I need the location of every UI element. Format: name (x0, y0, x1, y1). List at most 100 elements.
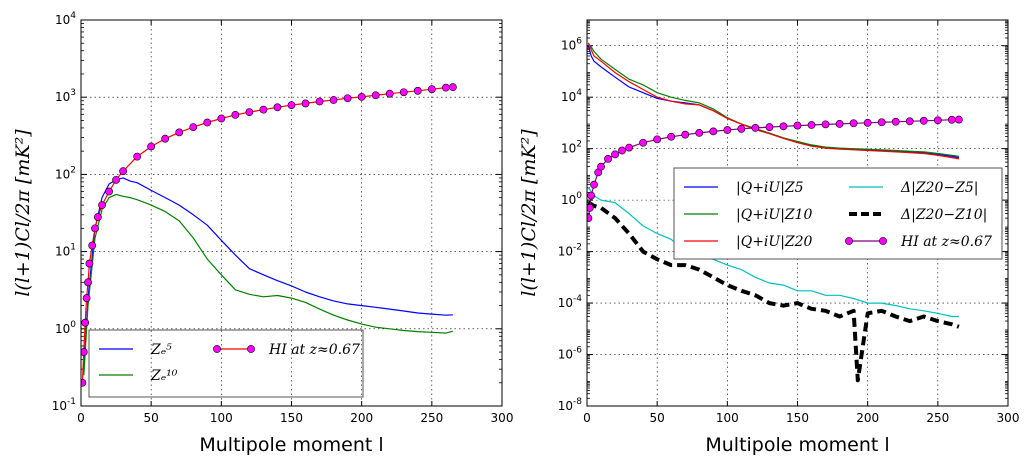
data-point (84, 278, 92, 287)
x-tick-label: 250 (420, 411, 443, 425)
left-panel: 0 50 100 150 200 250 300 10-1 100 101 102 103 104 Mul… (12, 11, 513, 456)
series-line-1 (587, 43, 959, 157)
axes-frame (586, 19, 1009, 407)
data-point (88, 241, 97, 250)
data-point (427, 85, 436, 94)
x-tick-label: 150 (280, 411, 303, 425)
x-tick-label: 150 (786, 411, 809, 425)
axes-frame (80, 19, 503, 407)
data-point (695, 128, 704, 137)
x-tick-label: 100 (210, 411, 233, 425)
legend-box (673, 167, 1003, 260)
legend-label: |Q+iU|Z20 (736, 234, 813, 250)
data-point (343, 94, 352, 103)
data-point (147, 142, 156, 151)
y-tick-label: 10-4 (558, 294, 583, 310)
data-point (709, 127, 718, 136)
data-point (639, 138, 648, 147)
series-line-3 (587, 187, 959, 318)
legend-label: HI at z≈0.67 (268, 342, 360, 358)
data-point (597, 162, 605, 171)
data-point (891, 117, 900, 126)
data-point (905, 117, 914, 126)
series-line-2 (81, 86, 453, 383)
data-point (231, 110, 240, 119)
data-point (681, 130, 690, 139)
data-point (85, 259, 94, 268)
legend-label: Zₑ¹⁰ (150, 368, 178, 384)
x-axis-label: Multipole moment l (705, 434, 889, 456)
data-point (441, 83, 450, 92)
data-point (877, 118, 886, 127)
y-tick-label: 10-2 (558, 243, 582, 259)
series-line-4 (587, 200, 960, 383)
data-point (189, 123, 198, 131)
x-tick-label: 100 (716, 411, 739, 425)
data-point (807, 121, 816, 129)
data-point (954, 115, 963, 124)
data-point (590, 180, 598, 189)
data-point (587, 203, 594, 212)
data-point (175, 128, 184, 137)
data-point (329, 96, 338, 104)
data-point (448, 83, 457, 92)
x-tick-label: 300 (491, 411, 514, 425)
data-point (399, 88, 408, 97)
x-axis-label: Multipole moment l (199, 434, 383, 456)
data-point (618, 146, 626, 155)
data-point (161, 134, 170, 143)
data-point (587, 214, 593, 223)
data-point (723, 126, 732, 134)
data-point (919, 116, 928, 125)
x-tick-label: 300 (997, 411, 1020, 425)
y-tick-label: 101 (55, 243, 76, 259)
data-point (357, 92, 366, 101)
data-point (82, 294, 91, 302)
y-tick-label: 102 (55, 165, 76, 181)
legend-box (88, 329, 364, 398)
y-tick-label: 106 (561, 37, 582, 53)
y-tick-label: 10-1 (52, 397, 76, 413)
data-point (667, 132, 676, 141)
y-tick-label: 102 (561, 140, 582, 156)
legend-label: |Q+iU|Z10 (736, 207, 813, 223)
data-point (371, 91, 380, 100)
data-point (737, 124, 746, 133)
data-point (259, 105, 268, 114)
x-tick-label: 50 (650, 411, 665, 425)
legend: |Q+iU|Z5 |Q+iU|Z10 |Q+iU|Z20 Δ|Z20−Z5| Δ|Z20… (673, 167, 1003, 260)
data-point (273, 103, 282, 112)
data-point (625, 143, 633, 152)
legend-label: Δ|Z20−Z5| (900, 180, 978, 196)
x-tick-label: 0 (583, 411, 591, 425)
legend-marker (879, 237, 887, 245)
data-point (81, 378, 87, 387)
legend-label: |Q+iU|Z5 (736, 180, 804, 196)
data-point (203, 118, 212, 127)
data-point (793, 121, 802, 130)
plot-area (81, 83, 457, 387)
data-point (98, 201, 106, 210)
data-point (133, 152, 142, 161)
x-tick-label: 250 (926, 411, 949, 425)
legend-marker (845, 237, 853, 245)
data-point (245, 108, 254, 117)
x-tick-label: 0 (77, 411, 85, 425)
x-tick-label: 50 (144, 411, 159, 425)
data-point (933, 116, 942, 125)
data-point (112, 175, 120, 184)
data-point (821, 120, 830, 129)
series-line-0 (83, 177, 453, 370)
y-axis-label: l(l+1)Cl/2π [mK²] (12, 129, 34, 297)
data-point (765, 123, 774, 131)
data-point (315, 97, 324, 106)
plot-area (587, 42, 963, 383)
data-point (119, 167, 127, 176)
legend-label: Δ|Z20−Z10| (900, 207, 987, 223)
data-point (81, 318, 90, 327)
data-point (611, 150, 619, 159)
data-point (653, 135, 662, 144)
data-point (105, 187, 113, 196)
data-point (863, 118, 872, 127)
